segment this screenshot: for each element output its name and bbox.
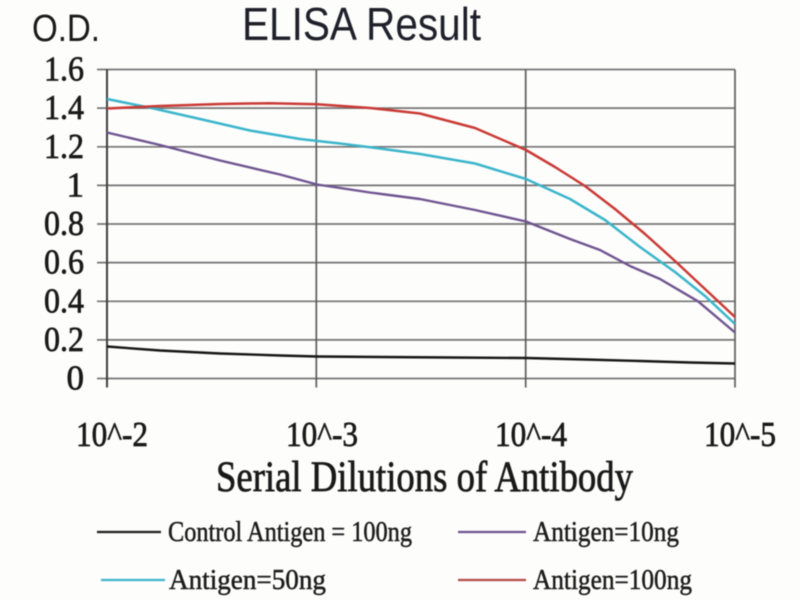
svg-text:Antigen=50ng: Antigen=50ng bbox=[169, 564, 326, 596]
svg-text:O.D.: O.D. bbox=[32, 8, 100, 50]
svg-text:0.8: 0.8 bbox=[44, 204, 84, 243]
svg-text:0.2: 0.2 bbox=[44, 320, 84, 359]
svg-text:1.4: 1.4 bbox=[44, 88, 84, 127]
svg-text:0.6: 0.6 bbox=[44, 243, 84, 282]
svg-text:1.6: 1.6 bbox=[44, 50, 84, 89]
svg-text:10^-3: 10^-3 bbox=[286, 415, 358, 454]
svg-text:Serial Dilutions of Antibody: Serial Dilutions of Antibody bbox=[216, 454, 633, 501]
svg-text:Antigen=100ng: Antigen=100ng bbox=[533, 564, 692, 596]
svg-text:10^-4: 10^-4 bbox=[495, 415, 567, 454]
svg-text:10^-5: 10^-5 bbox=[704, 415, 776, 454]
svg-text:1.2: 1.2 bbox=[44, 127, 84, 166]
svg-text:10^-2: 10^-2 bbox=[76, 415, 148, 454]
svg-text:1: 1 bbox=[67, 165, 85, 204]
svg-text:Control Antigen = 100ng: Control Antigen = 100ng bbox=[168, 516, 412, 548]
svg-text:0.4: 0.4 bbox=[44, 281, 84, 320]
svg-text:0: 0 bbox=[67, 359, 85, 398]
svg-text:Antigen=10ng: Antigen=10ng bbox=[533, 516, 679, 548]
svg-text:ELISA Result: ELISA Result bbox=[242, 0, 481, 50]
